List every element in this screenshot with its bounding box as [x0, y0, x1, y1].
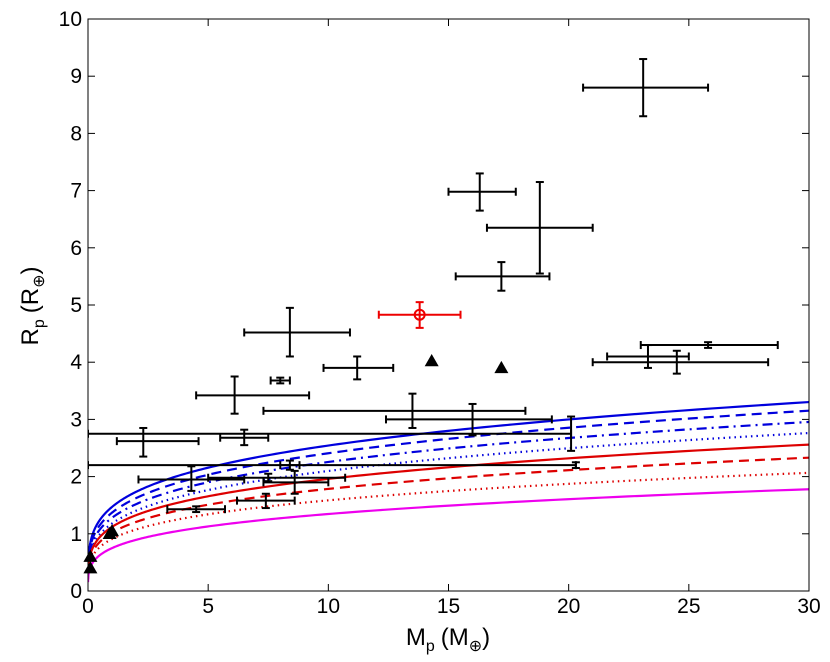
data-point: [454, 261, 551, 292]
data-points: [88, 58, 779, 514]
data-point: [137, 465, 246, 492]
triangle-marker: [424, 354, 439, 367]
data-point: [591, 349, 770, 375]
triangle-marker: [83, 561, 98, 574]
y-tick-label: 7: [70, 180, 82, 203]
x-tick-label: 10: [317, 595, 340, 618]
triangle-marker: [105, 523, 120, 537]
data-point: [207, 472, 347, 483]
data-point: [279, 459, 301, 471]
y-tick-label: 3: [70, 408, 82, 431]
data-point: [236, 492, 296, 510]
triangle-marker: [83, 549, 98, 562]
data-point: [243, 306, 351, 358]
y-tick-label: 1: [70, 523, 82, 546]
data-point: [262, 469, 330, 495]
data-point: [88, 461, 580, 470]
data-point: [639, 341, 779, 350]
data-point: [166, 505, 226, 514]
x-tick-label: 20: [557, 595, 580, 618]
y-tick-label: 4: [70, 351, 82, 374]
data-point: [385, 402, 553, 437]
x-label-sub: p: [426, 638, 435, 655]
y-label-close: ): [17, 267, 44, 275]
y-label-unit: (R: [17, 288, 44, 313]
x-tick-label: 0: [82, 595, 94, 618]
y-axis-label: Rp (R⊕): [17, 267, 48, 346]
x-label-unit: (M: [441, 624, 469, 651]
data-point: [195, 375, 311, 415]
y-ticks: 0 1 2 3 4 5 6 7 8 9 10: [59, 8, 809, 603]
y-tick-label: 2: [70, 466, 82, 489]
data-point: [262, 392, 527, 429]
x-label-close: ): [482, 624, 490, 651]
y-tick-label: 5: [70, 294, 82, 317]
data-point: [219, 428, 270, 447]
x-label-unit-sub: ⊕: [469, 638, 482, 655]
data-point: [322, 355, 395, 381]
data-point: [447, 172, 517, 212]
triangle-markers: [83, 354, 509, 574]
highlight-error-bars: [377, 301, 462, 329]
x-tick-label: 25: [677, 595, 700, 618]
x-tick-label: 5: [202, 595, 214, 618]
highlight-point: [377, 301, 462, 329]
y-label-symbol: R: [17, 328, 44, 345]
data-point: [582, 58, 710, 118]
triangle-marker: [494, 360, 509, 374]
y-tick-label: 6: [70, 237, 82, 260]
data-point: [269, 376, 291, 385]
data-point: [115, 426, 200, 458]
x-label-symbol: M: [406, 624, 426, 651]
y-tick-label: 0: [70, 580, 82, 603]
y-tick-label: 10: [59, 8, 82, 31]
highlight-marker: [413, 308, 426, 321]
x-ticks: 0 5 10 15 20 25 30: [82, 19, 821, 618]
x-axis-label: Mp (M⊕): [406, 624, 490, 655]
x-tick-label: 15: [437, 595, 460, 618]
y-label-unit-sub: ⊕: [31, 275, 48, 288]
y-tick-label: 8: [70, 122, 82, 145]
x-tick-label: 30: [797, 595, 820, 618]
y-label-sub: p: [31, 319, 48, 328]
y-tick-label: 9: [70, 65, 82, 88]
data-point: [606, 344, 690, 369]
data-point: [88, 415, 576, 452]
data-point: [485, 181, 594, 275]
